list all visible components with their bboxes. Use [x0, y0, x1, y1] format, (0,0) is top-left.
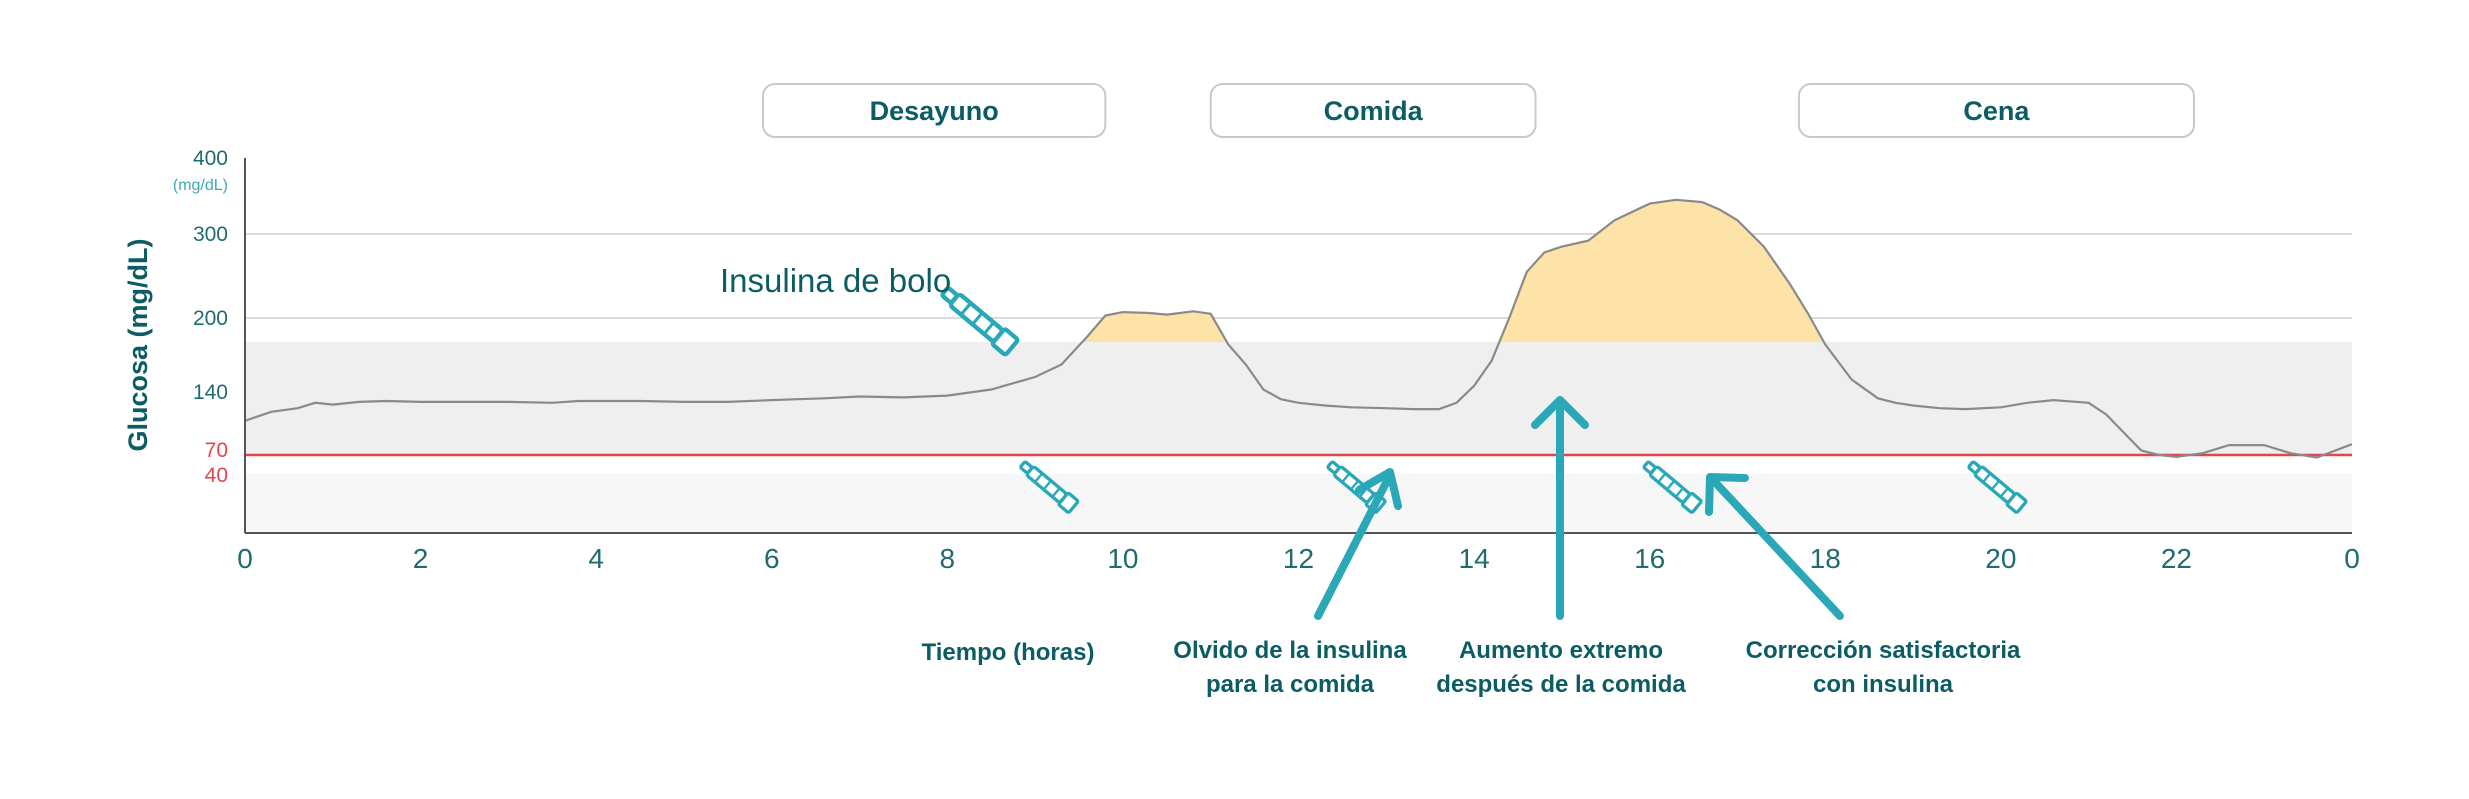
glucose-curve [245, 198, 2353, 459]
x-tick-label: 12 [1283, 543, 1314, 574]
insulin-pen-icon [1642, 460, 1703, 514]
meal-box [1797, 83, 2195, 138]
annotation-missed-insulin-1: Olvido de la insulina [1173, 637, 1407, 664]
y-tick-label-300: 300 [193, 223, 228, 246]
y-tick-label-70: 70 [205, 439, 228, 462]
insulin-bolus-label: Insulina de bolo [720, 262, 951, 299]
y-axis-unit: (mg/dL) [173, 177, 228, 194]
target-range-band [245, 342, 2352, 455]
y-tick-label-140: 140 [193, 381, 228, 404]
y-tick-label-400: 400 [193, 147, 228, 170]
x-tick-label: 4 [588, 543, 604, 574]
meal-desayuno: Desayuno [761, 83, 1107, 138]
x-tick-label: 14 [1459, 543, 1490, 574]
insulin-pen-icon [1019, 460, 1080, 514]
y-axis-label: Glucosa (mg/dL) [123, 238, 153, 451]
y-tick-label-40: 40 [205, 464, 228, 487]
missed-insulin-arrow [1314, 468, 1402, 620]
annotation-correction-1: Corrección satisfactoria [1746, 637, 2021, 664]
meal-box [1209, 83, 1537, 138]
low-range-band [245, 474, 2352, 533]
x-tick-label: 6 [764, 543, 780, 574]
insulin-pen-large-icon [940, 286, 1020, 357]
y-tick-label-200: 200 [193, 307, 228, 330]
insulin-pen-icon [1967, 460, 2028, 514]
meal-label: Comida [1324, 96, 1424, 126]
x-tick-label: 18 [1810, 543, 1841, 574]
x-tick-label: 20 [1985, 543, 2016, 574]
x-tick-label: 8 [940, 543, 956, 574]
meal-box [761, 83, 1107, 138]
annotation-time: Tiempo (horas) [922, 639, 1095, 666]
meal-comida: Comida [1209, 83, 1537, 138]
x-tick-label: 16 [1634, 543, 1665, 574]
annotation-extreme-rise-2: después de la comida [1436, 671, 1686, 698]
extreme-rise-arrow [1531, 396, 1589, 620]
x-tick-label: 0 [2344, 543, 2360, 574]
meal-cena: Cena [1797, 83, 2195, 138]
annotation-correction-2: con insulina [1813, 671, 1954, 698]
annotation-extreme-rise-1: Aumento extremo [1459, 637, 1663, 664]
meal-label: Desayuno [870, 96, 999, 126]
meal-label: Cena [1963, 96, 2030, 126]
x-tick-label: 0 [237, 543, 253, 574]
correction-arrow [1705, 473, 1844, 620]
annotation-missed-insulin-2: para la comida [1206, 671, 1375, 698]
x-tick-label: 10 [1107, 543, 1138, 574]
x-tick-label: 22 [2161, 543, 2192, 574]
arrows [1314, 396, 1844, 620]
x-tick-label: 2 [413, 543, 429, 574]
hyperglycemia-area [1082, 199, 1824, 342]
